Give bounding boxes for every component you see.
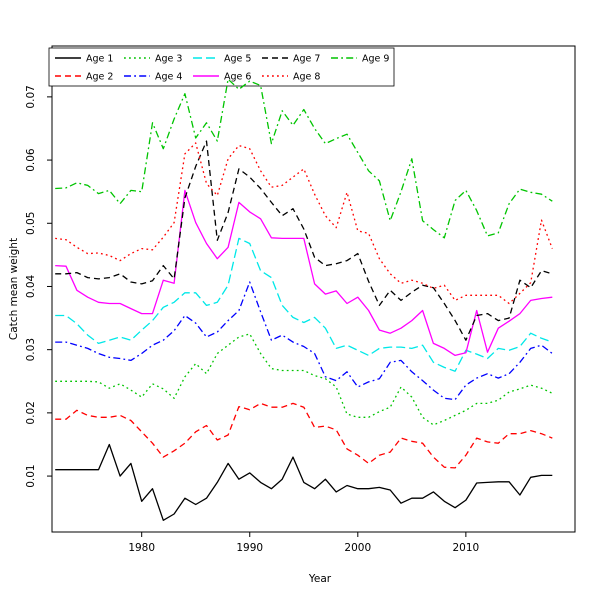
series-age-2-line xyxy=(55,402,553,469)
x-tick-label: 1990 xyxy=(236,542,263,554)
series-age-1-line xyxy=(55,443,553,521)
legend-label-age-4: Age 4 xyxy=(155,72,182,83)
y-tick-label: 0.06 xyxy=(25,148,37,172)
y-tick-label: 0.04 xyxy=(25,274,37,298)
series-age-3-line xyxy=(55,333,553,426)
y-tick-label: 0.02 xyxy=(25,401,37,424)
legend-label-age-5: Age 5 xyxy=(224,54,251,65)
legend-label-age-6: Age 6 xyxy=(224,72,251,83)
x-tick-label: 2000 xyxy=(344,542,371,554)
y-tick-label: 0.07 xyxy=(25,85,37,108)
x-axis-title: Year xyxy=(308,573,332,585)
series-age-7-line xyxy=(55,140,553,341)
y-tick-label: 0.03 xyxy=(25,338,37,361)
legend-label-age-7: Age 7 xyxy=(293,54,320,65)
series-age-4-line xyxy=(55,281,553,401)
legend-box xyxy=(48,47,395,87)
x-tick-label: 1980 xyxy=(128,542,155,554)
legend-label-age-8: Age 8 xyxy=(293,72,320,83)
series-age-6-line xyxy=(55,189,553,357)
legend-label-age-9: Age 9 xyxy=(362,54,389,65)
y-axis-title: Catch mean weight xyxy=(8,237,20,341)
y-tick-label: 0.01 xyxy=(25,464,37,487)
x-tick-label: 2010 xyxy=(452,542,479,554)
y-tick-label: 0.05 xyxy=(25,212,37,235)
series-age-5-line xyxy=(55,237,553,372)
legend-label-age-1: Age 1 xyxy=(86,54,113,65)
series-age-9-line xyxy=(55,78,553,239)
legend-label-age-3: Age 3 xyxy=(155,54,182,65)
series-age-8-line xyxy=(55,142,553,305)
plot-border xyxy=(51,45,576,533)
legend-label-age-2: Age 2 xyxy=(86,72,113,83)
